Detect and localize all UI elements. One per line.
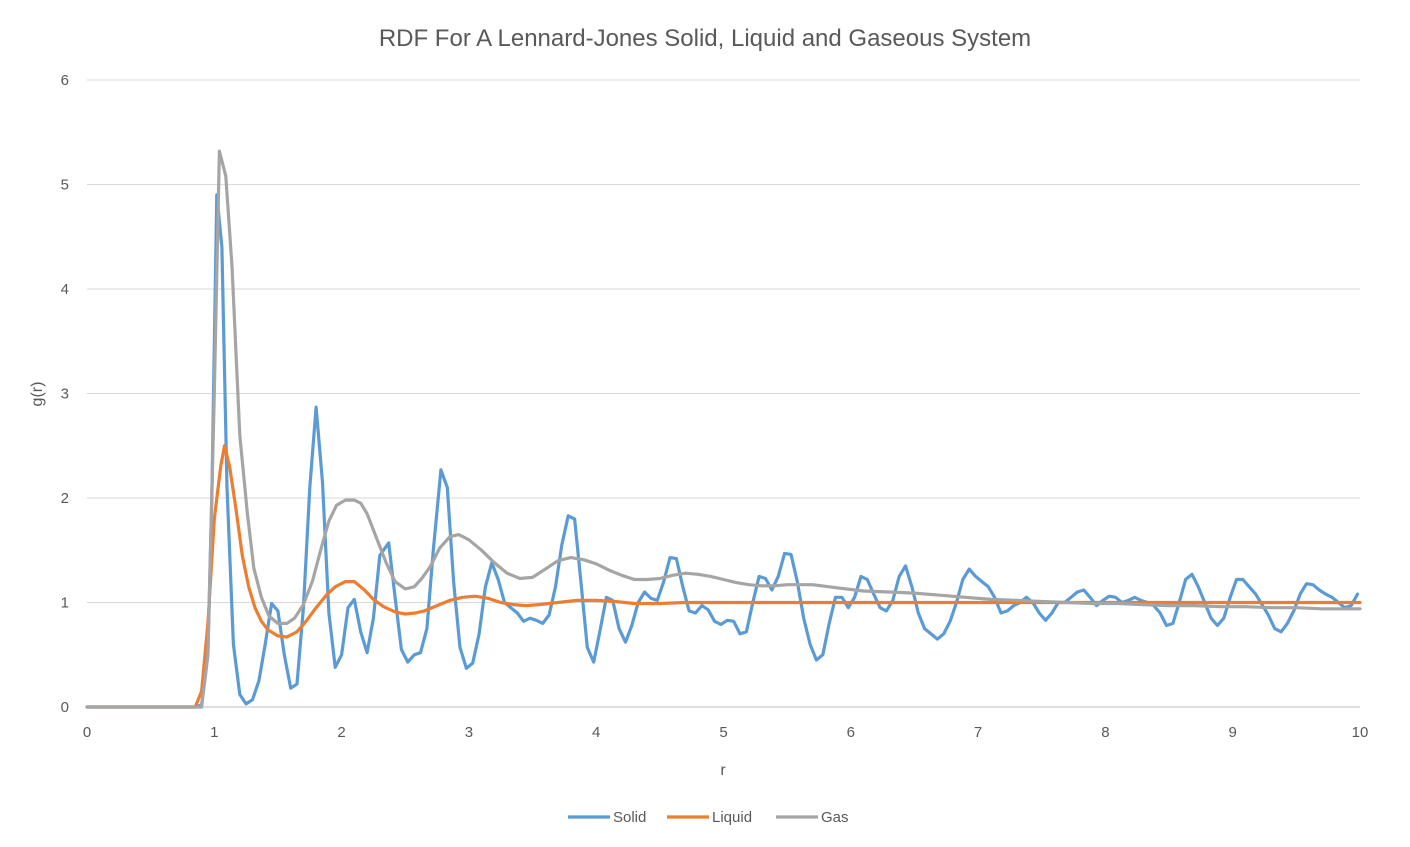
x-tick-label: 8 (1101, 724, 1109, 741)
y-axis-ticks: 0 1 2 3 4 5 6 (61, 72, 69, 716)
series-line-solid (85, 193, 1360, 709)
y-tick-label: 4 (61, 281, 69, 298)
y-tick-label: 2 (61, 490, 69, 507)
x-tick-label: 4 (592, 724, 600, 741)
x-axis-label: r (720, 762, 726, 779)
x-axis-ticks: 0 1 2 3 4 5 6 7 8 9 10 (83, 724, 1369, 741)
series-lines (85, 149, 1362, 709)
legend-label-liquid: Liquid (712, 809, 752, 826)
y-tick-label: 6 (61, 72, 69, 89)
x-tick-label: 7 (974, 724, 982, 741)
x-tick-label: 1 (210, 724, 218, 741)
x-tick-label: 2 (337, 724, 345, 741)
y-tick-label: 3 (61, 386, 69, 403)
y-tick-label: 5 (61, 177, 69, 194)
y-axis-label: g(r) (29, 382, 46, 407)
y-tick-label: 1 (61, 595, 69, 612)
x-tick-label: 9 (1229, 724, 1237, 741)
legend-label-solid: Solid (613, 809, 646, 826)
x-tick-label: 6 (847, 724, 855, 741)
series-line-liquid (85, 444, 1362, 709)
x-tick-label: 0 (83, 724, 91, 741)
legend: Solid Liquid Gas (568, 809, 849, 826)
x-tick-label: 3 (465, 724, 473, 741)
legend-label-gas: Gas (821, 809, 849, 826)
y-tick-label: 0 (61, 699, 69, 716)
x-tick-label: 10 (1352, 724, 1369, 741)
x-tick-label: 5 (719, 724, 727, 741)
series-line-gas (85, 149, 1362, 709)
chart-title: RDF For A Lennard-Jones Solid, Liquid an… (379, 25, 1031, 52)
